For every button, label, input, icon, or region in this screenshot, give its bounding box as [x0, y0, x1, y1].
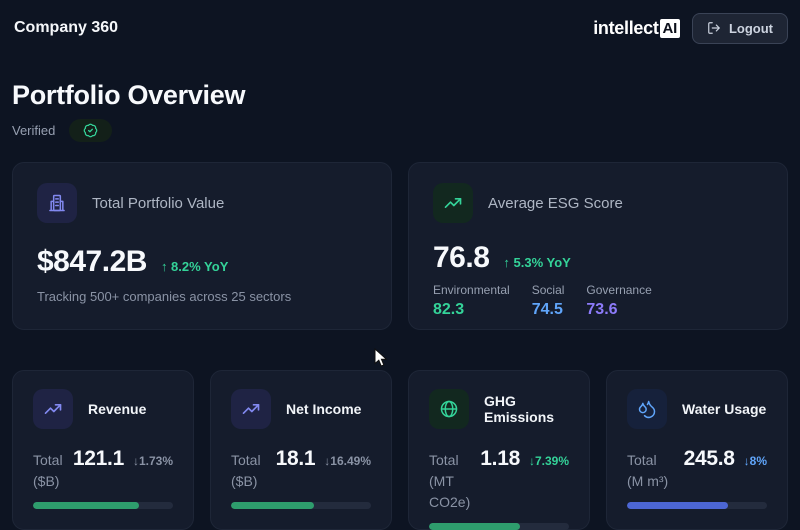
card-title: Total Portfolio Value — [92, 194, 225, 212]
metric-title: GHG Emissions — [484, 393, 555, 425]
metric-title: Net Income — [286, 401, 362, 417]
verified-row: Verified — [12, 119, 788, 142]
verified-badge — [69, 119, 113, 142]
building-icon — [37, 183, 77, 223]
metric-label: Total ($B) — [33, 452, 63, 489]
globe-icon — [429, 389, 469, 429]
progress-fill — [627, 502, 728, 509]
progress-bar — [627, 502, 767, 509]
header-right: intellect AI Logout — [593, 12, 788, 44]
esg-breakdown-label: Environmental — [433, 283, 510, 297]
logo-badge: AI — [659, 18, 680, 38]
logo-text: intellect — [593, 17, 659, 38]
esg-social: Social 74.5 — [532, 283, 565, 319]
main-content: Portfolio Overview Verified — [0, 80, 800, 530]
metric-title: Water Usage — [682, 401, 767, 417]
metric-label: Total (MT CO2e) — [429, 452, 471, 510]
metric-value: 1.18 — [480, 447, 520, 470]
logout-button[interactable]: Logout — [691, 12, 788, 44]
metric-value: 245.8 — [683, 447, 735, 470]
esg-breakdown-value: 82.3 — [433, 301, 465, 318]
esg-score-value: 76.8 — [433, 241, 490, 274]
header: Company 360 intellect AI Logout — [0, 0, 800, 56]
esg-breakdown-label: Social — [531, 283, 565, 297]
trending-up-icon — [433, 183, 473, 223]
summary-cards-row: Total Portfolio Value $847.2B ↑ 8.2% YoY… — [12, 162, 788, 330]
metric-value: 121.1 — [72, 447, 124, 470]
card-title: Average ESG Score — [488, 194, 623, 212]
trending-up-icon — [33, 389, 73, 429]
esg-breakdown-value: 73.6 — [586, 301, 618, 318]
metric-change: ↓1.73% — [132, 454, 173, 468]
card-total-portfolio-value: Total Portfolio Value $847.2B ↑ 8.2% YoY… — [12, 162, 392, 330]
metric-cards-row: Revenue Total ($B) 121.1 ↓1.73% Net Inco… — [12, 370, 788, 530]
metric-title: Revenue — [88, 401, 147, 417]
card-water-usage: Water Usage Total (M m³) 245.8 ↓8% — [606, 370, 788, 530]
esg-governance: Governance 73.6 — [586, 283, 651, 319]
esg-breakdown-label: Governance — [586, 283, 652, 297]
logout-icon — [707, 21, 721, 35]
metric-change: ↓8% — [743, 454, 767, 468]
esg-breakdown: Environmental 82.3 Social 74.5 Governanc… — [433, 283, 763, 319]
droplets-icon — [627, 389, 667, 429]
metric-change: ↓16.49% — [324, 454, 371, 468]
badge-check-icon — [83, 123, 98, 138]
portfolio-subtitle: Tracking 500+ companies across 25 sector… — [37, 289, 292, 304]
app-title: Company 360 — [14, 19, 119, 36]
verified-label: Verified — [12, 123, 56, 138]
logout-label: Logout — [728, 20, 773, 36]
metric-value: 18.1 — [275, 447, 316, 470]
card-net-income: Net Income Total ($B) 18.1 ↓16.49% — [210, 370, 392, 530]
page-title: Portfolio Overview — [12, 80, 246, 110]
progress-fill — [33, 502, 140, 509]
esg-environmental: Environmental 82.3 — [433, 283, 510, 319]
card-ghg-emissions: GHG Emissions Total (MT CO2e) 1.18 ↓7.39… — [408, 370, 590, 530]
progress-fill — [429, 523, 520, 530]
intellectai-logo: intellect AI — [593, 18, 680, 39]
portfolio-change: ↑ 8.2% YoY — [160, 259, 229, 274]
progress-bar — [429, 523, 569, 530]
esg-score-change: ↑ 5.3% YoY — [503, 255, 571, 270]
metric-change: ↓7.39% — [528, 454, 569, 468]
progress-fill — [231, 502, 314, 509]
esg-breakdown-value: 74.5 — [531, 301, 563, 318]
metric-label: Total ($B) — [231, 452, 261, 489]
card-revenue: Revenue Total ($B) 121.1 ↓1.73% — [12, 370, 194, 530]
portfolio-value: $847.2B — [37, 245, 147, 278]
progress-bar — [231, 502, 371, 509]
metric-label: Total (M m³) — [627, 452, 669, 489]
trending-up-icon — [231, 389, 271, 429]
progress-bar — [33, 502, 173, 509]
card-average-esg-score: Average ESG Score 76.8 ↑ 5.3% YoY Enviro… — [408, 162, 788, 330]
